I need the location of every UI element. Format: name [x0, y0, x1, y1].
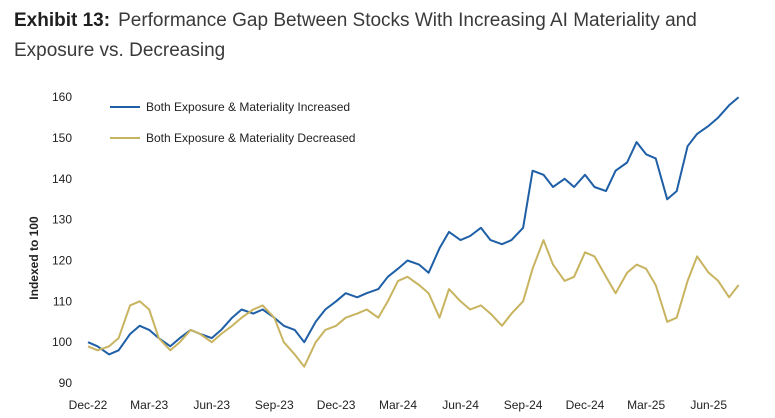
series-line-decreased: [87, 239, 740, 368]
x-tick-label: Mar-23: [130, 398, 168, 412]
y-tick-label: 110: [53, 294, 72, 308]
y-tick-label: 160: [52, 90, 72, 104]
x-tick-label: Mar-25: [627, 398, 665, 412]
legend-label-increased: Both Exposure & Materiality Increased: [146, 100, 350, 114]
x-tick-label: Sep-23: [255, 398, 294, 412]
y-tick-label: 130: [52, 213, 72, 227]
x-tick-label: Dec-23: [317, 398, 356, 412]
x-tick-label: Jun-23: [193, 398, 230, 412]
exhibit-label: Exhibit 13:: [14, 10, 111, 31]
x-axis-ticks: Dec-22 Mar-23 Jun-23 Sep-23 Dec-23 Mar-24 Jun-…: [69, 398, 728, 412]
y-tick-label: 120: [52, 254, 72, 268]
y-tick-label: 140: [52, 172, 72, 186]
x-tick-label: Jun-25: [690, 398, 727, 412]
y-tick-label: 90: [59, 376, 73, 390]
y-axis-ticks: 90 100 110 120 130 140 150 160: [52, 90, 72, 390]
y-tick-label: 150: [52, 131, 72, 145]
x-tick-label: Sep-24: [504, 398, 543, 412]
series-group: [87, 96, 740, 368]
y-axis-label: Indexed to 100: [27, 216, 41, 300]
y-tick-label: 100: [52, 335, 72, 349]
title-text: Performance Gap Between Stocks With Incr…: [14, 10, 697, 61]
x-tick-label: Dec-24: [566, 398, 605, 412]
x-tick-label: Jun-24: [442, 398, 479, 412]
chart-title: Exhibit 13: Performance Gap Between Stock…: [14, 6, 764, 66]
x-tick-label: Mar-24: [379, 398, 417, 412]
x-tick-label: Dec-22: [69, 398, 108, 412]
legend: Both Exposure & Materiality Increased Bo…: [110, 100, 355, 145]
legend-label-decreased: Both Exposure & Materiality Decreased: [146, 131, 355, 145]
